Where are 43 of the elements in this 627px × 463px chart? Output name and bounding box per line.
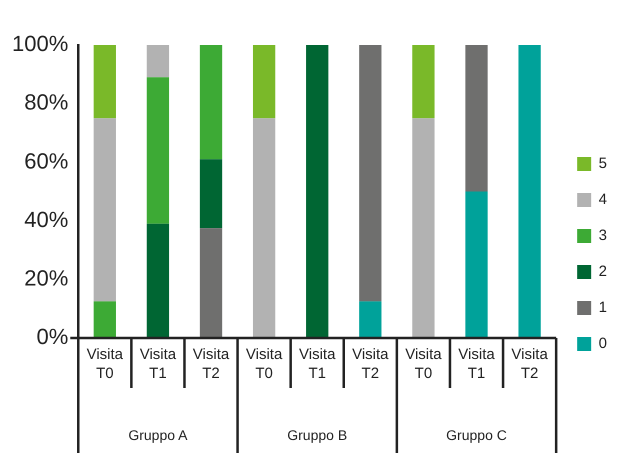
bar [200, 45, 222, 160]
bar [200, 228, 222, 338]
legend-label: 5 [598, 155, 607, 172]
y-tick-label: 20% [24, 265, 68, 290]
bar [94, 45, 116, 118]
bar [94, 118, 116, 302]
y-tick-label: 80% [24, 90, 68, 115]
bar [518, 45, 541, 338]
x-tick-label: Visita T1 [140, 346, 177, 382]
bar [94, 301, 116, 338]
bar [252, 118, 276, 338]
bar [359, 301, 382, 338]
bar [359, 45, 382, 302]
bar [465, 192, 488, 338]
y-tick-label: 100% [12, 31, 68, 56]
x-tick-label: Visita T1 [299, 346, 336, 382]
bar [465, 45, 488, 192]
bar [146, 45, 170, 78]
x-tick-label: Visita T0 [86, 346, 124, 382]
legend-label: 2 [598, 263, 607, 280]
legend-label: 3 [598, 227, 607, 244]
bar [146, 77, 170, 224]
bar [200, 159, 222, 228]
x-tick-label: Visita T0 [246, 346, 283, 382]
legend-label: 0 [598, 335, 607, 352]
y-tick-label: 40% [24, 206, 68, 232]
x-tick-label: Visita T2 [192, 346, 230, 382]
legend-label: 4 [598, 191, 607, 208]
bar [412, 45, 435, 118]
x-tick-label: Visita T2 [511, 346, 548, 382]
legend-label: 1 [598, 299, 607, 316]
x-tick-label: Visita T0 [405, 346, 442, 382]
x-tick-label: Visita T2 [352, 346, 390, 382]
text: Gruppo B [287, 426, 348, 443]
bar [146, 224, 170, 338]
bar [252, 45, 276, 118]
y-tick-label: 0% [36, 324, 68, 350]
bar [306, 45, 328, 338]
text: Gruppo A [128, 426, 188, 443]
x-tick-label: Visita T1 [458, 346, 496, 382]
text: Gruppo C [446, 426, 507, 443]
bar [412, 118, 435, 338]
y-tick-label: 60% [24, 148, 68, 174]
